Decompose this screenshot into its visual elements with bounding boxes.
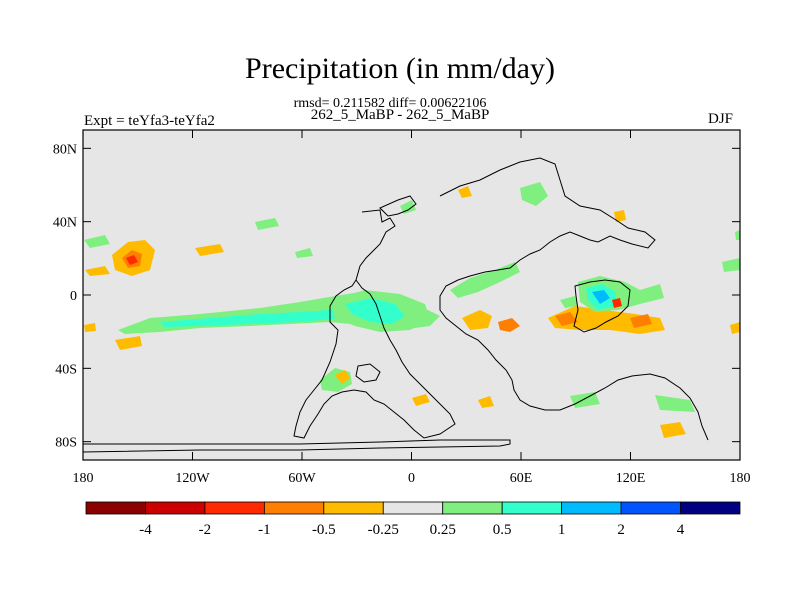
field-small-yellow-1 [85, 266, 110, 276]
colorbar-label: 2 [617, 522, 625, 538]
x-tick-label: 120W [175, 471, 210, 486]
field-south-yellow-2 [660, 422, 686, 438]
x-tick-label: 60E [510, 471, 533, 486]
x-axis: 180 120W 60W 0 60E 120E 180 [73, 130, 751, 486]
x-tick-label: 180 [730, 471, 751, 486]
colorbar-swatch [501, 501, 563, 515]
field-small-green-3 [295, 248, 313, 258]
colorbar-label: 1 [558, 522, 566, 538]
colorbar-swatch [680, 501, 741, 515]
coastline-americas [293, 209, 456, 439]
field-eurasia-green [520, 182, 548, 206]
field-eurasia-green-2 [400, 200, 416, 214]
field-africa-green-band [450, 262, 520, 298]
field-east-green [722, 258, 740, 272]
experiment-label: Expt = teYfa3-teYfa2 [84, 113, 215, 129]
coastline-greenland [379, 195, 417, 217]
y-tick-label: 0 [70, 289, 77, 304]
colorbar-swatch [382, 501, 444, 515]
field-west-yellow-2 [84, 323, 96, 332]
colorbar: -4 -2 -1 -0.5 -0.25 0.25 0.5 1 2 4 [85, 501, 741, 538]
field-small-green-2 [255, 218, 279, 230]
colorbar-swatch [85, 501, 146, 515]
colorbar-label: -2 [199, 522, 212, 538]
field-samerica-cyan [345, 298, 405, 324]
field-africa-yellow [462, 310, 492, 330]
x-tick-label: 180 [73, 471, 94, 486]
colorbar-label: 0.25 [430, 522, 456, 538]
colorbar-swatch [561, 501, 622, 515]
colorbar-swatch [620, 501, 681, 515]
field-south-yellow-3 [412, 394, 430, 406]
coastline-southern-island [355, 363, 381, 383]
colorbar-swatch [145, 501, 206, 515]
field-south-green-3 [570, 392, 600, 408]
field-small-yellow-2 [195, 244, 224, 256]
field-eurasia-yellow [458, 186, 472, 198]
y-tick-label: 80N [53, 142, 77, 157]
field-south-yellow-1 [478, 396, 494, 408]
y-axis: 80N 40N 0 40S 80S [53, 142, 740, 451]
coastline-africa-eurasia [439, 157, 709, 441]
colorbar-swatch [204, 501, 265, 515]
x-tick-label: 60W [288, 471, 316, 486]
colorbar-label: 4 [677, 522, 685, 538]
field-east-green-2 [735, 230, 740, 240]
colorbar-label: -0.5 [312, 522, 336, 538]
colorbar-label: -0.25 [368, 522, 399, 538]
colorbar-swatch [442, 501, 503, 515]
y-tick-label: 80S [55, 436, 77, 451]
colorbar-label: -4 [139, 522, 152, 538]
colorbar-label: -1 [258, 522, 271, 538]
field-eurasia-yellow-2 [614, 210, 626, 222]
field-small-green-1 [84, 235, 110, 248]
colorbar-swatch [323, 501, 384, 515]
colorbar-label: 0.5 [493, 522, 512, 538]
precip-field-layer [84, 182, 740, 438]
field-africa-orange [498, 318, 520, 332]
field-samerica-south-yellow [335, 370, 350, 384]
y-tick-label: 40N [53, 216, 77, 231]
field-northpacific-red [126, 255, 138, 265]
field-asia-orange [555, 312, 578, 326]
x-tick-label: 120E [616, 471, 646, 486]
field-asia-blue [592, 290, 610, 304]
field-asia-red [612, 298, 622, 308]
field-west-yellow [115, 336, 142, 350]
y-tick-label: 40S [55, 362, 77, 377]
chart-title: Precipitation (in mm/day) [245, 52, 555, 85]
chart-subtitle: 262_5_MaBP - 262_5_MaBP [310, 107, 490, 123]
coastline-antarctic [82, 439, 511, 453]
coastline-asia-inner [573, 279, 631, 333]
stats-line: rmsd= 0.211582 diff= 0.00622106 [293, 96, 487, 111]
field-south-green-4 [655, 395, 695, 412]
coastline-layer [82, 157, 709, 453]
field-east-yellow [730, 322, 740, 334]
x-tick-label: 0 [408, 471, 415, 486]
season-label: DJF [708, 111, 734, 127]
field-africa-green-2 [560, 296, 578, 308]
field-asia-orange-2 [630, 314, 652, 328]
colorbar-swatch [263, 501, 325, 515]
